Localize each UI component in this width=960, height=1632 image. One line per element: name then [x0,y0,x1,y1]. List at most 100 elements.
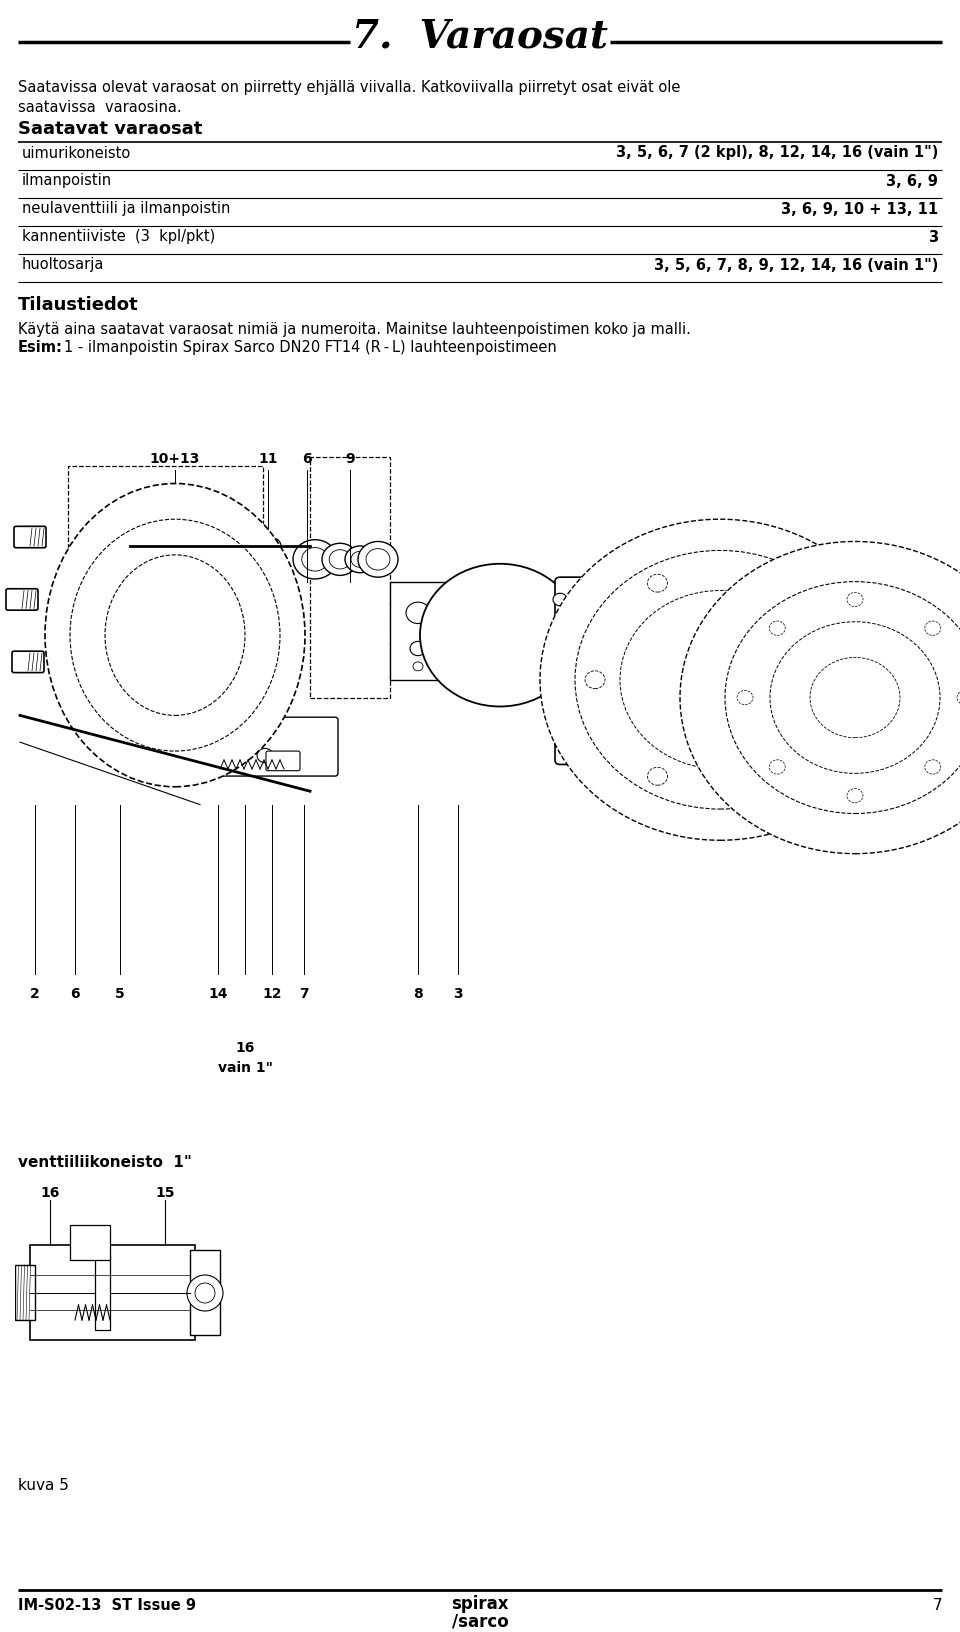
FancyBboxPatch shape [6,589,38,610]
Circle shape [575,550,865,809]
Text: kuva 5: kuva 5 [18,1479,69,1493]
FancyBboxPatch shape [390,581,445,681]
Bar [70,1226,110,1260]
Text: 3: 3 [928,230,938,245]
Circle shape [773,574,793,592]
Bar [30,1245,195,1340]
Circle shape [638,620,652,633]
Text: saatavissa  varaosina.: saatavissa varaosina. [18,100,181,114]
Circle shape [322,543,358,576]
Circle shape [413,663,423,671]
Circle shape [647,767,667,785]
FancyBboxPatch shape [266,751,300,770]
Circle shape [773,767,793,785]
FancyBboxPatch shape [14,527,46,548]
Text: kannentiiviste  (3  kpl/pkt): kannentiiviste (3 kpl/pkt) [22,230,215,245]
Circle shape [725,581,960,813]
Circle shape [769,761,785,774]
Circle shape [638,692,652,703]
Circle shape [810,658,900,738]
Circle shape [263,539,281,553]
Text: 10+13: 10+13 [150,452,201,465]
Ellipse shape [70,519,280,751]
Circle shape [638,656,652,667]
Circle shape [585,671,605,689]
Circle shape [345,547,375,573]
Circle shape [187,1275,223,1310]
Text: 7: 7 [300,987,309,1002]
Text: Saatavissa olevat varaosat on piirretty ehjällä viivalla. Katkoviivalla piirrety: Saatavissa olevat varaosat on piirretty … [18,80,681,95]
Text: 3, 6, 9, 10 + 13, 11: 3, 6, 9, 10 + 13, 11 [780,201,938,217]
FancyBboxPatch shape [310,457,390,697]
Text: 3, 5, 6, 7 (2 kpl), 8, 12, 14, 16 (vain 1"): 3, 5, 6, 7 (2 kpl), 8, 12, 14, 16 (vain … [615,145,938,160]
Text: Esim:: Esim: [18,339,62,356]
Text: 3, 6, 9: 3, 6, 9 [886,173,938,189]
Text: neulaventtiili ja ilmanpoistin: neulaventtiili ja ilmanpoistin [22,201,230,217]
Text: spirax: spirax [451,1594,509,1612]
Bar [190,1250,220,1335]
Circle shape [137,601,173,633]
Bar [95,1255,110,1330]
Circle shape [366,548,390,570]
Circle shape [251,539,269,553]
Circle shape [957,690,960,705]
Text: IM-S02-13  ST Issue 9: IM-S02-13 ST Issue 9 [18,1598,196,1612]
Bar [15,1265,35,1320]
Circle shape [329,550,350,570]
FancyBboxPatch shape [555,578,650,764]
Bar [200,539,225,553]
Ellipse shape [45,483,305,787]
Text: 12: 12 [262,987,281,1002]
Text: ilmanpoistin: ilmanpoistin [22,173,112,189]
Text: huoltosarja: huoltosarja [22,258,105,273]
Circle shape [638,592,652,605]
Circle shape [145,609,165,627]
Circle shape [406,602,430,623]
Circle shape [638,726,652,739]
Circle shape [257,749,273,762]
Circle shape [410,641,426,656]
Circle shape [236,731,260,752]
FancyBboxPatch shape [212,716,338,777]
Text: 8: 8 [413,987,422,1002]
Text: 1 - ilmanpoistin Spirax Sarco DN20 FT14 (R - L) lauhteenpoistimeen: 1 - ilmanpoistin Spirax Sarco DN20 FT14 … [64,339,557,356]
Text: venttiiliikoneisto  1": venttiiliikoneisto 1" [18,1155,192,1170]
Ellipse shape [105,555,245,715]
Circle shape [847,788,863,803]
Text: 14: 14 [208,987,228,1002]
Circle shape [553,656,567,667]
Circle shape [847,592,863,607]
Bar [218,542,233,550]
Circle shape [924,622,941,635]
Circle shape [647,574,667,592]
Circle shape [420,563,580,707]
Text: 9: 9 [346,452,355,465]
Text: 7.  Varaosat: 7. Varaosat [352,18,608,55]
Circle shape [553,692,567,703]
Circle shape [358,542,398,578]
Text: /sarco: /sarco [451,1612,509,1630]
Circle shape [680,542,960,854]
Text: 16: 16 [40,1186,60,1200]
Circle shape [293,540,337,579]
Circle shape [770,622,940,774]
Circle shape [301,548,328,571]
Text: 5: 5 [115,987,125,1002]
Circle shape [835,671,855,689]
Text: 7: 7 [932,1598,942,1612]
Text: 3, 5, 6, 7, 8, 9, 12, 14, 16 (vain 1"): 3, 5, 6, 7, 8, 9, 12, 14, 16 (vain 1") [654,258,938,273]
Circle shape [160,666,190,694]
Circle shape [195,1283,215,1302]
Text: 6: 6 [70,987,80,1002]
Text: 15: 15 [156,1186,175,1200]
Text: Saatavat varaosat: Saatavat varaosat [18,121,203,139]
Text: uimurikoneisto: uimurikoneisto [22,145,132,160]
Text: 11: 11 [258,452,277,465]
Circle shape [553,726,567,739]
Text: Käytä aina saatavat varaosat nimiä ja numeroita. Mainitse lauhteenpoistimen koko: Käytä aina saatavat varaosat nimiä ja nu… [18,322,691,336]
Text: Tilaustiedot: Tilaustiedot [18,295,138,313]
Circle shape [553,620,567,633]
Text: 6: 6 [302,452,312,465]
Text: vain 1": vain 1" [218,1061,273,1075]
Circle shape [553,592,567,605]
